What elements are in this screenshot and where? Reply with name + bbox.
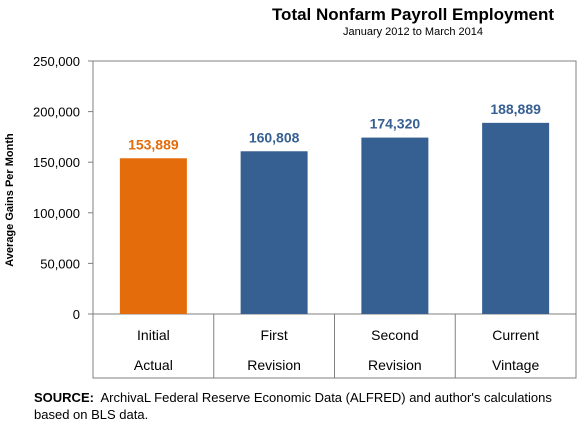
- data-label: 153,889: [128, 136, 179, 152]
- category-label: Current: [492, 327, 539, 343]
- chart: Total Nonfarm Payroll Employment January…: [4, 5, 577, 379]
- data-label: 188,889: [490, 101, 541, 117]
- source-prefix: SOURCE:: [34, 390, 94, 405]
- category-label: Second: [371, 327, 418, 343]
- y-tick-label: 100,000: [33, 206, 80, 221]
- data-label: 174,320: [370, 116, 421, 132]
- y-tick-label: 250,000: [33, 54, 80, 69]
- category-label: Initial: [137, 327, 170, 343]
- category-label: First: [261, 327, 288, 343]
- y-tick-label: 0: [73, 307, 80, 322]
- category-label: Actual: [134, 357, 173, 373]
- chart-title: Total Nonfarm Payroll Employment: [272, 5, 554, 24]
- y-axis-label: Average Gains Per Month: [4, 133, 16, 267]
- bar: [240, 151, 308, 314]
- data-label: 160,808: [249, 129, 300, 145]
- y-tick-label: 150,000: [33, 155, 80, 170]
- chart-subtitle: January 2012 to March 2014: [343, 26, 483, 38]
- y-tick-label: 200,000: [33, 105, 80, 120]
- category-label: Revision: [247, 357, 301, 373]
- bar: [119, 158, 187, 314]
- category-label: Vintage: [492, 357, 539, 373]
- source-text: ArchivaL Federal Reserve Economic Data (…: [34, 390, 552, 422]
- source-note: SOURCE: ArchivaL Federal Reserve Economi…: [34, 389, 554, 423]
- category-label: Revision: [368, 357, 422, 373]
- bar: [482, 122, 550, 314]
- y-tick-label: 50,000: [40, 256, 80, 271]
- plot-area: 0 50,000 100,000 150,000 200,000 250,000 153,8…: [33, 54, 577, 379]
- bar: [361, 137, 429, 314]
